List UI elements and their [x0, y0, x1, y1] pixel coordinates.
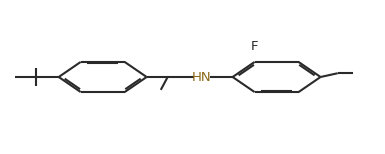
Text: F: F [251, 40, 258, 53]
Text: HN: HN [192, 71, 212, 83]
